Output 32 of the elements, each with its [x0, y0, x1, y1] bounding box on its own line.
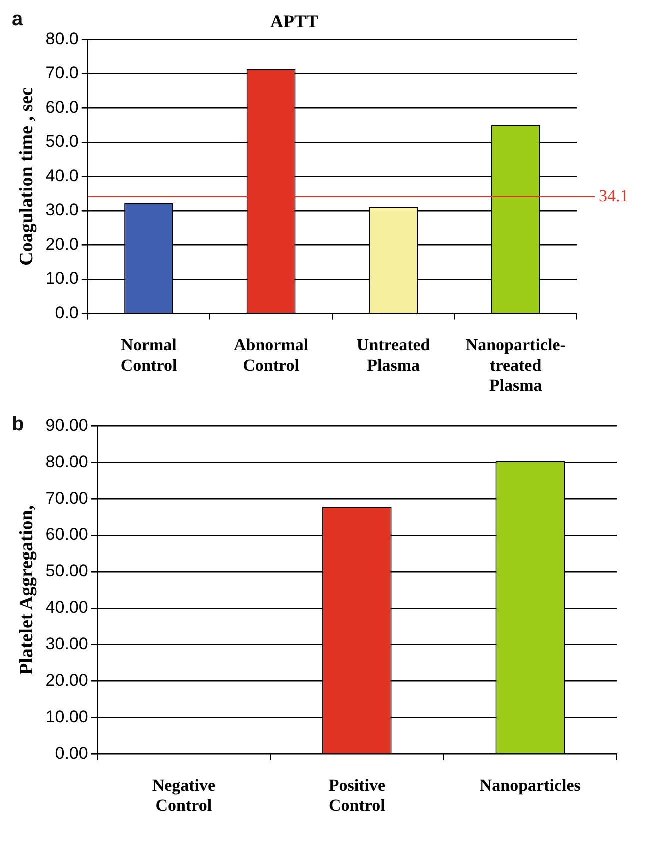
y-tick-label: 70.0 [46, 64, 79, 83]
text: b [12, 414, 24, 436]
x-tick-label: Normal Control [120, 335, 178, 375]
y-axis-title: Coagulation time , sec [16, 88, 38, 266]
x-tick-label: Nanoparticles [480, 776, 582, 795]
y-tick-label: 90.00 [46, 416, 88, 435]
y-tick-label: 80.0 [46, 29, 79, 48]
x-tick-label: Abnormal Control [234, 335, 309, 375]
y-tick-label: 0.0 [55, 303, 79, 322]
y-tick-label: 30.0 [46, 200, 79, 220]
y-tick-label: 30.00 [46, 634, 88, 654]
x-tick-label: Nanoparticle-treated Plasma [466, 335, 566, 396]
ref-line-label: 34.1 [599, 186, 629, 206]
y-tick-label: 40.0 [46, 166, 79, 186]
y-tick-label: 60.00 [46, 525, 88, 544]
y-axis-title: Platelet Aggregation, [16, 505, 38, 675]
y-tick-label: 10.0 [46, 269, 79, 288]
y-tick-label: 20.0 [46, 234, 79, 254]
y-tick-label: 50.0 [46, 132, 79, 152]
y-tick-label: 10.00 [46, 707, 88, 726]
x-tick-label: Untreated Plasma [356, 335, 431, 375]
y-tick-label: 50.00 [46, 562, 88, 581]
y-tick-label: 70.00 [46, 488, 88, 508]
y-tick-label: 40.00 [46, 598, 88, 618]
chart-title: APTT [270, 11, 319, 32]
y-tick-label: 20.00 [46, 671, 88, 690]
y-tick-label: 60.0 [46, 98, 79, 117]
y-tick-label: 80.00 [46, 452, 88, 472]
y-tick-label: 0.00 [55, 744, 88, 763]
x-tick-label: Positive Control [328, 776, 386, 816]
text: a [12, 8, 24, 31]
x-tick-label: Negative Control [152, 776, 216, 816]
